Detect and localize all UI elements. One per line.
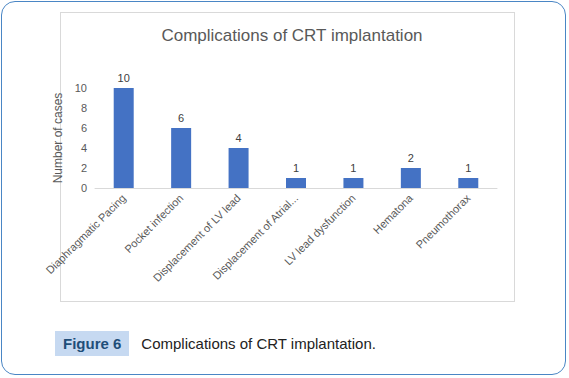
svg-text:Displacement of Atrial...: Displacement of Atrial... (210, 192, 300, 282)
svg-text:6: 6 (81, 122, 87, 134)
svg-text:8: 8 (81, 102, 87, 114)
svg-text:1: 1 (465, 162, 471, 174)
svg-text:LV lead dysfunction: LV lead dysfunction (282, 192, 358, 268)
html-text:Figure 6: Figure 6 (63, 334, 122, 352)
svg-text:4: 4 (81, 142, 87, 154)
svg-text:0: 0 (81, 182, 87, 194)
svg-text:10: 10 (75, 82, 87, 94)
svg-text:Displacement of LV lead: Displacement of LV lead (150, 191, 243, 284)
svg-text:Diaphragmatic Pacing: Diaphragmatic Pacing (43, 192, 127, 276)
svg-text:Pocket infection: Pocket infection (122, 192, 185, 255)
svg-text:1: 1 (350, 162, 356, 174)
svg-text:1: 1 (293, 162, 299, 174)
svg-text:2: 2 (408, 152, 414, 164)
svg-text:6: 6 (178, 112, 184, 124)
svg-text:4: 4 (236, 132, 242, 144)
svg-text:Number of cases: Number of cases (51, 93, 65, 184)
svg-text:2: 2 (81, 162, 87, 174)
html-text:Complications of CRT implantat: Complications of CRT implantation. (141, 334, 376, 352)
svg-text:Complications of CRT implantat: Complications of CRT implantation (161, 26, 422, 45)
svg-text:10: 10 (118, 72, 130, 84)
svg-text:Hematona: Hematona (371, 191, 416, 236)
svg-text:Pneumothorax: Pneumothorax (414, 191, 473, 250)
